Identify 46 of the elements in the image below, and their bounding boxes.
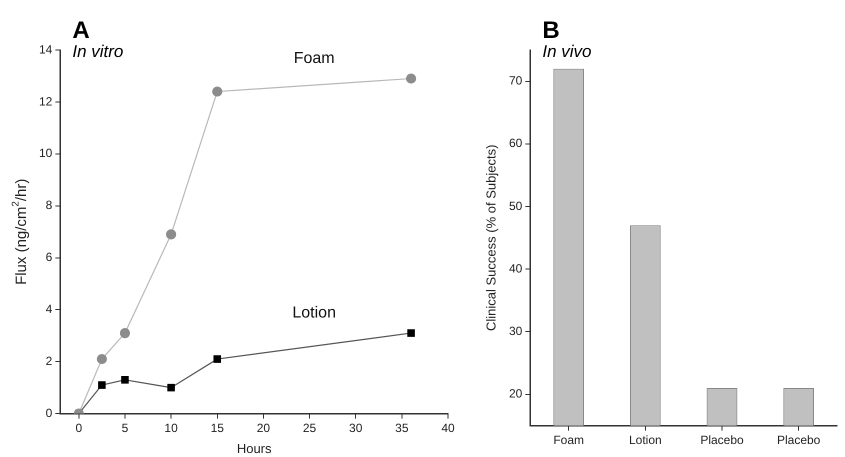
x-axis-title: Hours bbox=[236, 441, 272, 456]
point bbox=[166, 229, 176, 240]
x-tick-label: 40 bbox=[441, 421, 455, 436]
chart-subtitle: In vivo bbox=[542, 42, 592, 62]
y-tick-label: 30 bbox=[508, 324, 523, 338]
y-tick-label: 14 bbox=[38, 42, 53, 56]
y-tick-label: 40 bbox=[508, 261, 523, 276]
x-tick-label: 5 bbox=[122, 421, 129, 436]
y-tick-label: 10 bbox=[38, 146, 53, 160]
x-tick-label: 20 bbox=[256, 421, 270, 436]
point bbox=[407, 329, 415, 337]
x-tick-label: 30 bbox=[349, 421, 363, 436]
series-label: Lotion bbox=[292, 304, 336, 322]
y-tick-label: 12 bbox=[38, 94, 53, 108]
y-tick-label: 0 bbox=[46, 406, 53, 420]
y-tick-label: 6 bbox=[46, 250, 53, 264]
y-tick-label: 2 bbox=[46, 354, 53, 368]
y-tick-label: 4 bbox=[46, 302, 53, 316]
point bbox=[213, 355, 222, 363]
x-tick-label: 15 bbox=[210, 421, 224, 436]
point bbox=[167, 384, 175, 392]
chart-subtitle: In vitro bbox=[72, 42, 124, 62]
x-tick-label: 35 bbox=[395, 421, 409, 436]
x-tick-label: 0 bbox=[75, 421, 82, 436]
chart-title: B bbox=[542, 17, 560, 44]
series-label: Foam bbox=[294, 50, 335, 67]
point bbox=[212, 86, 222, 97]
y-axis-title: Flux (ng/cm2/hr) bbox=[10, 178, 30, 285]
y-tick-label: 60 bbox=[508, 136, 523, 150]
chart-title: A bbox=[72, 17, 90, 44]
y-tick-label: 20 bbox=[508, 386, 523, 401]
point bbox=[96, 354, 107, 364]
x-tick-label: Placebo bbox=[776, 433, 821, 448]
x-tick-label: Lotion bbox=[628, 433, 662, 448]
point bbox=[406, 73, 416, 84]
x-tick-label: Foam bbox=[553, 433, 584, 448]
point bbox=[120, 328, 130, 338]
x-tick-label: 10 bbox=[164, 421, 178, 436]
y-tick-label: 8 bbox=[46, 198, 53, 212]
point bbox=[98, 381, 106, 389]
x-tick-label: Placebo bbox=[700, 433, 744, 448]
x-tick-label: 25 bbox=[302, 421, 317, 436]
y-tick-label: 70 bbox=[508, 74, 523, 88]
y-tick-label: 50 bbox=[508, 198, 523, 213]
point bbox=[121, 376, 129, 384]
y-axis-title: Clinical Success (% of Subjects) bbox=[484, 144, 499, 331]
